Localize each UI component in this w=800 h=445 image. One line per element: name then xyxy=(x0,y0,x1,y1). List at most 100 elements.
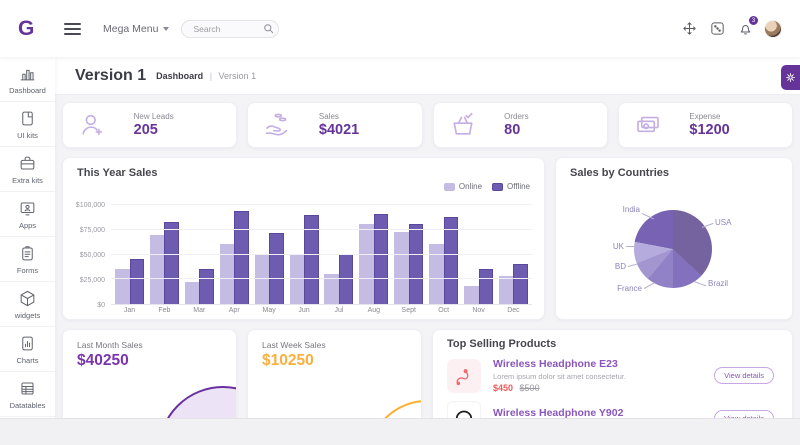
app-logo[interactable]: G xyxy=(18,16,35,40)
top-selling-title: Top Selling Products xyxy=(447,338,557,350)
search-input[interactable] xyxy=(193,23,264,34)
view-details-button[interactable]: View details xyxy=(714,367,774,384)
sidebar-item-label: Apps xyxy=(18,220,37,230)
sidebar-item-forms[interactable]: Forms xyxy=(0,237,55,282)
pie-label-brazil: Brazil xyxy=(708,279,729,288)
sidebar-item-label: UI kits xyxy=(17,130,38,140)
stat-card-orders: Orders 80 xyxy=(432,102,608,148)
pie-chart xyxy=(634,210,712,288)
sidebar-item-label: Dashboard xyxy=(9,85,46,95)
pie-connector xyxy=(693,281,707,287)
stat-card-sales: Sales $4021 xyxy=(247,102,423,148)
pie-chart-title: Sales by Countries xyxy=(570,167,670,179)
pie-label-uk: UK xyxy=(612,242,624,251)
sidebar-item-charts[interactable]: Charts xyxy=(0,327,55,372)
pie-connector xyxy=(626,246,636,247)
sidebar-item-extra-kits[interactable]: Extra kits xyxy=(0,147,55,192)
fullscreen-icon[interactable] xyxy=(680,19,699,38)
mega-menu-label: Mega Menu xyxy=(103,22,159,35)
user-plus-icon xyxy=(82,114,103,136)
product-price: $450 xyxy=(493,383,514,393)
page-title: Version 1 xyxy=(75,66,147,84)
sales-card-label: Last Month Sales xyxy=(77,340,143,350)
mega-menu-dropdown[interactable]: Mega Menu xyxy=(103,22,170,35)
sales-card-value: $40250 xyxy=(77,352,129,369)
sales-card-label: Last Week Sales xyxy=(262,340,326,350)
sidebar-item-datatables[interactable]: Datatables xyxy=(0,372,55,417)
bar-chart-x-labels: Jan Feb Mar Apr May Jun Jul Aug Sept Oct Nov Dec xyxy=(123,307,520,314)
pie-connector xyxy=(643,282,655,289)
notification-count-badge: 3 xyxy=(748,15,759,26)
notifications-bell-icon[interactable]: 3 xyxy=(736,15,759,38)
pie-label-bd: BD xyxy=(614,262,626,271)
clipboard-icon xyxy=(22,245,33,260)
pie-label-usa: USA xyxy=(715,218,732,227)
sidebar-item-dashboard[interactable]: Dashboard xyxy=(0,57,55,102)
sidebar-item-widgets[interactable]: widgets xyxy=(0,282,55,327)
bar-chart-title: This Year Sales xyxy=(77,167,158,179)
sidebar-nav: Dashboard UI kits Extra kits Apps Forms … xyxy=(0,57,55,445)
banknotes-icon xyxy=(636,116,659,133)
briefcase-icon xyxy=(20,156,35,170)
product-name-link[interactable]: Wireless Headphone E23 xyxy=(493,358,618,370)
gear-icon xyxy=(786,73,795,82)
bar-chart-legend: Online Offline xyxy=(443,182,530,191)
stat-value: 205 xyxy=(133,122,158,138)
sidebar-item-label: Forms xyxy=(16,265,39,275)
stat-label: Sales xyxy=(318,112,339,121)
sidebar-item-label: Charts xyxy=(16,355,39,365)
search-box[interactable] xyxy=(181,19,280,38)
stat-value: $4021 xyxy=(318,122,360,138)
product-image-earphone xyxy=(447,358,481,393)
stat-value: 80 xyxy=(504,122,521,138)
sidebar-item-ui-kits[interactable]: UI kits xyxy=(0,102,55,147)
earphone-icon xyxy=(456,368,469,385)
book-icon xyxy=(22,111,33,125)
sidebar-item-label: widgets xyxy=(14,310,41,320)
apps-grid-icon[interactable] xyxy=(708,19,727,38)
stat-card-expense: Expense $1200 xyxy=(617,102,793,148)
product-name-link[interactable]: Wireless Headphone Y902 xyxy=(493,406,624,419)
sidebar-item-label: Extra kits xyxy=(12,175,43,185)
bar-chart-plot xyxy=(111,204,532,305)
hamburger-menu-icon[interactable] xyxy=(64,20,81,38)
pie-connector xyxy=(701,222,714,228)
breadcrumb-current: Version 1 xyxy=(218,70,257,81)
product-row-e23: Wireless Headphone E23 Lorem ipsum dolor… xyxy=(447,358,778,393)
topbar: G Mega Menu 3 xyxy=(0,0,800,57)
stat-card-new-leads: New Leads 205 xyxy=(62,102,238,148)
main-content: Version 1 Dashboard | Version 1 New Lead… xyxy=(55,57,800,445)
breadcrumb-section: Dashboard xyxy=(156,70,204,81)
basket-check-icon xyxy=(452,112,473,135)
breadcrumb: Dashboard | Version 1 xyxy=(156,71,256,81)
sidebar-item-apps[interactable]: Apps xyxy=(0,192,55,237)
stat-label: New Leads xyxy=(133,112,174,121)
chart-board-icon xyxy=(22,336,33,350)
bar-chart-groups xyxy=(111,205,532,304)
chevron-down-icon xyxy=(163,26,170,31)
stat-value: $1200 xyxy=(689,122,730,138)
stats-row: New Leads 205 Sales $4021 Orders 80 xyxy=(62,102,793,148)
sales-card-value: $10250 xyxy=(262,352,314,369)
product-old-price: $500 xyxy=(519,383,540,393)
monitor-user-icon xyxy=(20,201,35,215)
pie-label-india: India xyxy=(622,205,640,214)
table-icon xyxy=(21,381,34,395)
cube-icon xyxy=(20,290,35,306)
viewport-cutoff xyxy=(0,418,800,445)
stat-label: Expense xyxy=(689,112,721,121)
search-icon xyxy=(263,23,274,34)
user-avatar[interactable] xyxy=(764,19,782,38)
settings-gear-button[interactable] xyxy=(781,65,800,90)
stat-label: Orders xyxy=(504,112,529,121)
bar-chart-y-axis: $0 $25,000 $50,000 $75,000 $100,000 xyxy=(75,202,105,309)
this-year-sales-card: This Year Sales Online Offline $0 $25,000 $… xyxy=(62,157,545,320)
pie-label-france: France xyxy=(617,284,642,293)
sidebar-item-label: Datatables xyxy=(9,400,46,410)
breadcrumb-separator: | xyxy=(209,70,213,81)
sales-by-countries-card: Sales by Countries India USA UK BD Franc… xyxy=(555,157,793,320)
hand-coins-icon xyxy=(265,113,288,136)
bar-chart-icon xyxy=(20,69,35,80)
product-description: Lorem ipsum dolor sit amet consectetur. xyxy=(493,372,626,381)
page-header: Version 1 Dashboard | Version 1 xyxy=(55,57,800,95)
